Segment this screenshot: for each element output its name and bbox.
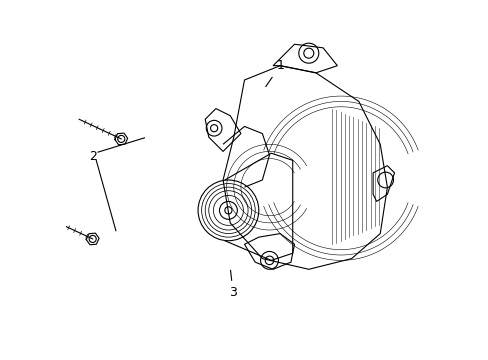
Text: 3: 3 xyxy=(229,270,237,299)
Text: 1: 1 xyxy=(265,59,284,87)
Text: 2: 2 xyxy=(88,150,97,163)
